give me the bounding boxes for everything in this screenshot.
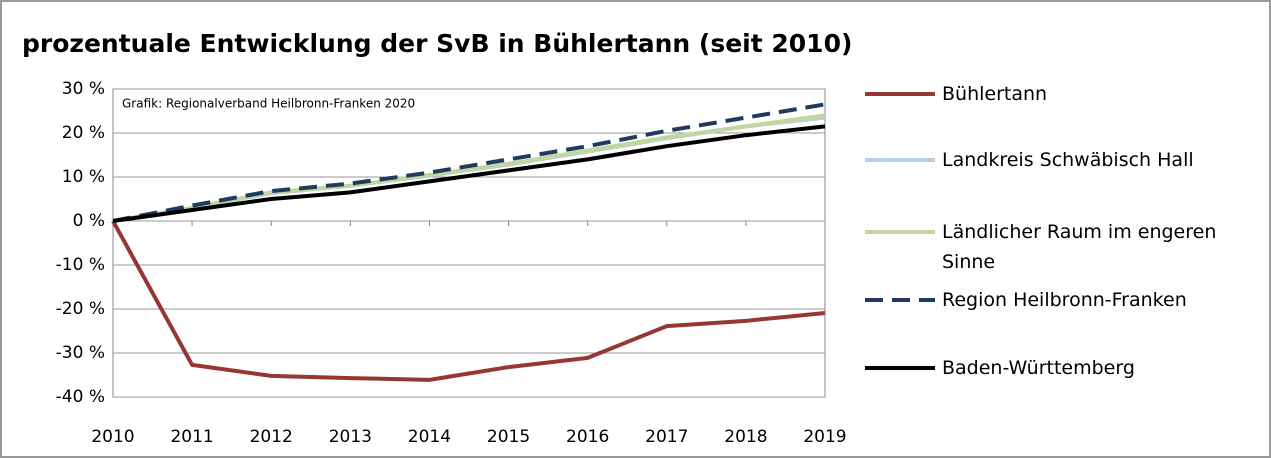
x-tick-label: 2015 bbox=[487, 427, 530, 447]
series-line bbox=[112, 124, 826, 223]
x-tick-label: 2013 bbox=[329, 427, 372, 447]
y-tick-label: -40 % bbox=[56, 387, 105, 407]
y-tick-label: -10 % bbox=[56, 255, 105, 275]
x-tick-label: 2017 bbox=[645, 427, 688, 447]
x-tick-label: 2010 bbox=[91, 427, 134, 447]
series-line bbox=[112, 102, 826, 223]
x-tick-label: 2019 bbox=[803, 427, 846, 447]
y-tick-label: 10 % bbox=[62, 167, 105, 187]
legend-label: Region Heilbronn-Franken bbox=[942, 289, 1187, 311]
legend-label: Ländlicher Raum im engeren Sinne bbox=[942, 221, 1217, 273]
legend-label: Landkreis Schwäbisch Hall bbox=[942, 149, 1194, 171]
y-tick-label: 0 % bbox=[73, 211, 105, 231]
x-tick-label: 2014 bbox=[408, 427, 451, 447]
y-tick-label: 20 % bbox=[62, 123, 105, 143]
x-tick-label: 2018 bbox=[724, 427, 767, 447]
chart-title: prozentuale Entwicklung der SvB in Bühle… bbox=[22, 29, 852, 58]
x-tick-label: 2012 bbox=[250, 427, 293, 447]
x-tick-label: 2016 bbox=[566, 427, 609, 447]
x-tick-label: 2011 bbox=[170, 427, 213, 447]
legend-label: Bühlertann bbox=[942, 83, 1048, 105]
y-tick-label: -20 % bbox=[56, 299, 105, 319]
annotation: Grafik: Regionalverband Heilbronn-Franke… bbox=[122, 97, 415, 111]
series-line bbox=[111, 220, 826, 382]
y-tick-label: -30 % bbox=[56, 343, 105, 363]
legend-label: Baden-Württemberg bbox=[942, 357, 1135, 379]
y-tick-label: 30 % bbox=[62, 79, 105, 99]
